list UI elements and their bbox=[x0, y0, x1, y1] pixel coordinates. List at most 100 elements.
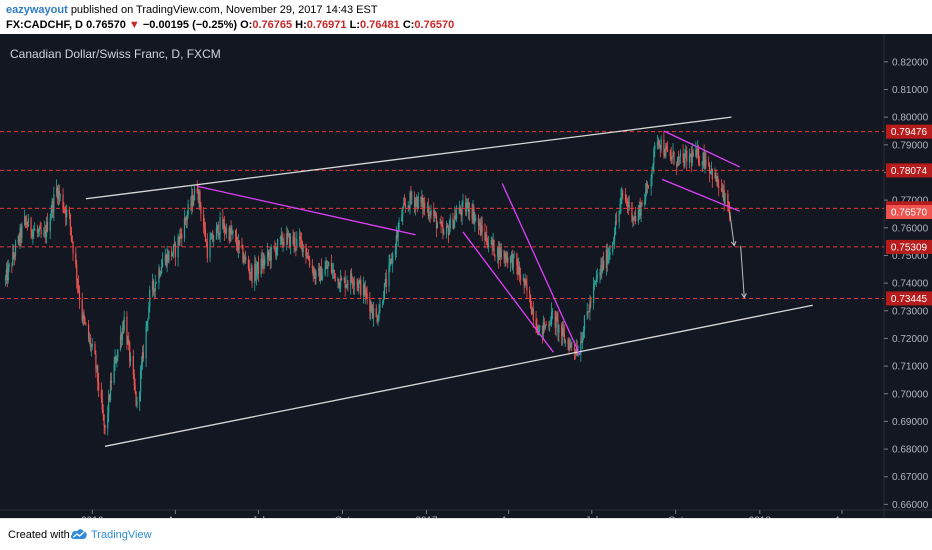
candle-body bbox=[679, 153, 681, 157]
candle-body bbox=[83, 314, 85, 319]
candle-body bbox=[605, 249, 607, 269]
candle-body bbox=[420, 196, 422, 203]
candle-body bbox=[218, 233, 220, 237]
candle-body bbox=[17, 236, 19, 244]
candle-body bbox=[645, 192, 647, 202]
tradingview-brand[interactable]: TradingView bbox=[91, 529, 152, 541]
candle-body bbox=[39, 227, 41, 229]
candle-body bbox=[235, 236, 238, 245]
candle-body bbox=[142, 352, 144, 359]
candle-body bbox=[550, 324, 552, 326]
candle-body bbox=[14, 243, 17, 257]
candle-body bbox=[628, 202, 630, 208]
candle-body bbox=[715, 172, 717, 182]
candle-body bbox=[639, 205, 641, 216]
candle-body bbox=[620, 197, 622, 204]
candle-body bbox=[608, 255, 610, 257]
candle-body bbox=[325, 265, 327, 269]
candle-body bbox=[326, 265, 328, 269]
candle-body bbox=[723, 189, 725, 203]
candle-body bbox=[81, 299, 83, 321]
candle-body bbox=[594, 280, 597, 284]
candle-body bbox=[11, 264, 13, 266]
candle-body bbox=[236, 244, 239, 250]
candle-body bbox=[262, 259, 264, 268]
candle-body bbox=[312, 268, 314, 276]
candle-body bbox=[147, 319, 149, 322]
chart-area[interactable]: 0.820000.810000.800000.790000.780000.770… bbox=[0, 34, 932, 526]
candle-body bbox=[333, 269, 335, 274]
candle-body bbox=[500, 250, 502, 258]
candle-body bbox=[31, 231, 33, 237]
candle-body bbox=[98, 382, 100, 391]
price-tick-label: 0.79000 bbox=[892, 140, 929, 151]
candle-body bbox=[344, 278, 346, 288]
candle-body bbox=[433, 210, 435, 217]
candle-body bbox=[91, 343, 93, 347]
candle-body bbox=[660, 139, 662, 150]
candle-body bbox=[95, 354, 97, 369]
candle-body bbox=[59, 194, 61, 196]
candle-body bbox=[452, 217, 454, 229]
price-level-badge bbox=[886, 124, 932, 139]
candle-body bbox=[353, 281, 355, 286]
candle-body bbox=[569, 342, 571, 351]
candle-body bbox=[455, 215, 457, 220]
ohlc-line: FX:CADCHF, D 0.76570 ▼ −0.00195 (−0.25%)… bbox=[6, 19, 454, 31]
candle-body bbox=[155, 282, 157, 284]
candle-body bbox=[56, 187, 58, 195]
candle-body bbox=[411, 197, 413, 199]
author-name[interactable]: eazywayout bbox=[6, 4, 68, 16]
candle-body bbox=[641, 202, 643, 205]
candle-body bbox=[153, 288, 155, 292]
candle-body bbox=[717, 176, 719, 187]
candle-body bbox=[698, 149, 700, 164]
candle-body bbox=[151, 281, 154, 290]
candle-body bbox=[390, 258, 392, 262]
candle-body bbox=[308, 260, 311, 266]
candle-body bbox=[283, 242, 285, 246]
candle-body bbox=[710, 168, 713, 172]
candle-body bbox=[313, 271, 315, 276]
candle-body bbox=[19, 228, 21, 242]
candle-body bbox=[424, 203, 426, 209]
candle-body bbox=[75, 253, 77, 265]
candle-body bbox=[115, 357, 117, 363]
candle-body bbox=[408, 205, 410, 209]
candle-body bbox=[507, 257, 509, 264]
candle-body bbox=[718, 186, 720, 189]
candle-body bbox=[171, 253, 174, 257]
candle-body bbox=[243, 260, 245, 262]
candle-body bbox=[78, 291, 81, 300]
candle-body bbox=[556, 316, 558, 320]
candle-body bbox=[619, 203, 621, 212]
candle-body bbox=[541, 325, 544, 335]
candle-body bbox=[172, 244, 175, 254]
candle-body bbox=[454, 215, 456, 221]
candle-body bbox=[603, 260, 605, 269]
candle-body bbox=[429, 214, 431, 216]
candle-body bbox=[299, 236, 302, 240]
candle-body bbox=[116, 358, 118, 363]
candle-body bbox=[599, 272, 601, 275]
candle-body bbox=[70, 226, 72, 236]
candlestick-chart[interactable]: 0.820000.810000.800000.790000.780000.770… bbox=[0, 34, 932, 526]
candle-body bbox=[217, 224, 219, 237]
candle-body bbox=[582, 330, 585, 339]
candle-body bbox=[631, 202, 633, 221]
candle-body bbox=[268, 253, 271, 257]
candle-body bbox=[407, 205, 409, 208]
candle-body bbox=[570, 342, 572, 344]
candle-body bbox=[398, 221, 400, 229]
candle-body bbox=[298, 236, 301, 239]
candle-body bbox=[152, 281, 155, 289]
candle-body bbox=[57, 190, 60, 200]
candle-body bbox=[691, 152, 693, 163]
candle-body bbox=[465, 202, 467, 212]
candle-body bbox=[637, 210, 639, 222]
candle-body bbox=[44, 230, 46, 234]
candle-body bbox=[505, 254, 507, 262]
candle-body bbox=[69, 214, 71, 227]
candle-body bbox=[613, 240, 615, 243]
candle-body bbox=[77, 284, 80, 292]
